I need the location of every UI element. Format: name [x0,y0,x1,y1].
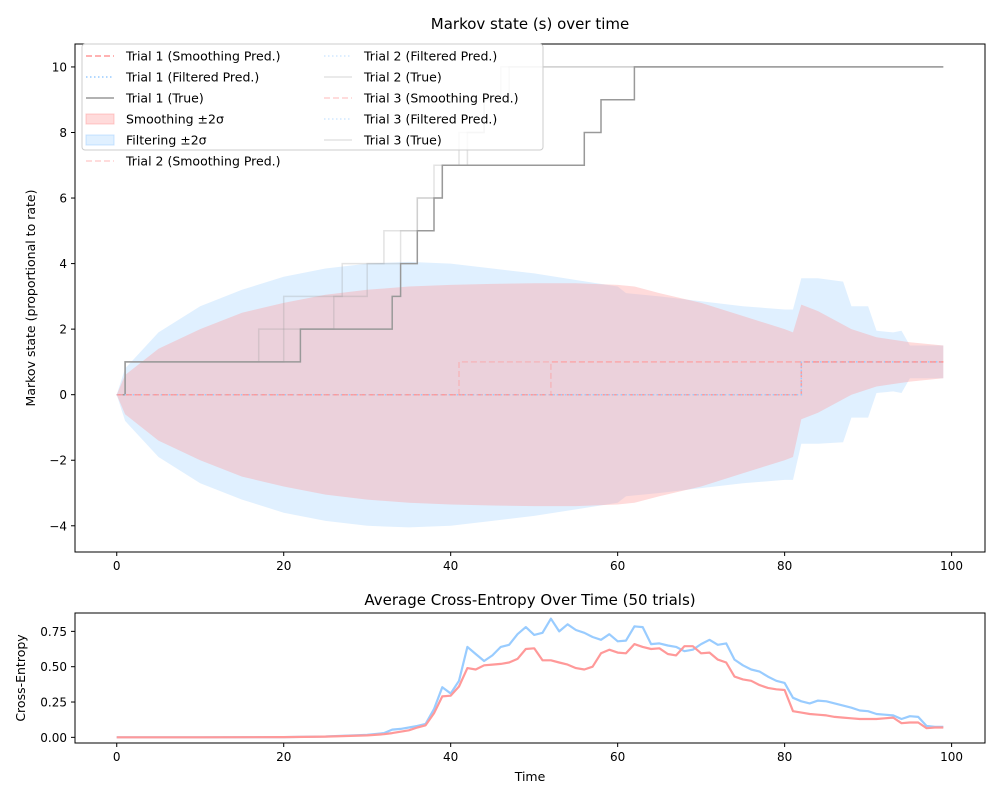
smoothing-2-legend-label: Smoothing ±2σ [126,112,224,127]
x-tick-label: 60 [610,559,625,573]
cross-entropy-chart-x-axis-label: Time [514,769,546,784]
trial-1-filtered-pred-legend-label: Trial 1 (Filtered Pred.) [125,70,259,85]
x-tick-label: 100 [940,750,963,764]
trial-1-filtered-pred-line [116,361,944,396]
trial-2-smoothing-pred-line [116,361,944,396]
cross-entropy-chart-lines [116,617,944,739]
trial-1-true-line [116,66,944,396]
state-chart-legend: Trial 1 (Smoothing Pred.) Trial 1 (Filter… [81,43,544,169]
x-tick-label: 100 [940,559,963,573]
y-tick-label: 6 [59,192,67,206]
state-chart: Markov state (s) over time 0 20 40 60 80 100 … [23,15,986,573]
trial-2-smoothing-pred-legend-label: Trial 2 (Smoothing Pred.) [125,154,281,169]
trial-1-true-legend-label: Trial 1 (True) [125,91,204,106]
x-tick-label: 20 [276,750,291,764]
legend-box [81,43,544,151]
x-tick-label: 0 [113,750,121,764]
trial-3-smoothing-pred-legend-label: Trial 3 (Smoothing Pred.) [363,91,519,106]
y-tick-label: 0 [59,388,67,402]
state-chart-y-ticks: −4 −2 0 2 4 6 8 10 [49,60,75,533]
cross-entropy-chart-title: Average Cross-Entropy Over Time (50 tria… [364,591,695,609]
y-tick-label: 2 [59,323,67,337]
trial-3-filtered-pred-legend-label: Trial 3 (Filtered Pred.) [363,112,497,127]
y-tick-label: −2 [49,454,67,468]
y-tick-label: 0.75 [40,625,67,639]
y-tick-label: −4 [49,519,67,533]
y-tick-label: 4 [59,257,67,271]
trial-2-filtered-pred-legend-label: Trial 2 (Filtered Pred.) [363,49,497,64]
cross-entropy-chart: Average Cross-Entropy Over Time (50 tria… [13,591,986,784]
y-tick-label: 8 [59,126,67,140]
state-chart-title: Markov state (s) over time [431,15,629,33]
cross-entropy-chart-x-ticks: 0 20 40 60 80 100 [113,743,963,764]
trial-3-true-legend-label: Trial 3 (True) [363,133,442,148]
trial-3-smoothing-pred-line [116,361,944,396]
trial-2-true-legend-label: Trial 2 (True) [363,70,442,85]
cross-entropy-chart-y-ticks: 0.00 0.25 0.50 0.75 [40,625,75,745]
cross-entropy-chart-y-axis-label: Cross-Entropy [13,634,28,722]
y-tick-label: 0.00 [40,731,67,745]
filtering-2-legend-swatch [85,134,115,146]
filtered-cross-entropy-line [116,617,944,739]
y-tick-label: 0.25 [40,696,67,710]
filtering-2-legend-label: Filtering ±2σ [126,133,207,148]
cross-entropy-chart-frame [74,612,986,744]
state-chart-y-axis-label: Markov state (proportional to rate) [23,190,38,407]
y-tick-label: 0.50 [40,660,67,674]
smoothing-2-legend-swatch [85,113,115,125]
x-tick-label: 20 [276,559,291,573]
x-tick-label: 60 [610,750,625,764]
x-tick-label: 40 [443,559,458,573]
trial-1-smoothing-pred-legend-label: Trial 1 (Smoothing Pred.) [125,49,281,64]
x-tick-label: 40 [443,750,458,764]
x-tick-label: 0 [113,559,121,573]
state-chart-x-ticks: 0 20 40 60 80 100 [113,552,963,573]
smoothing-cross-entropy-line [116,642,944,739]
x-tick-label: 80 [777,559,792,573]
x-tick-label: 80 [777,750,792,764]
y-tick-label: 10 [52,60,67,74]
